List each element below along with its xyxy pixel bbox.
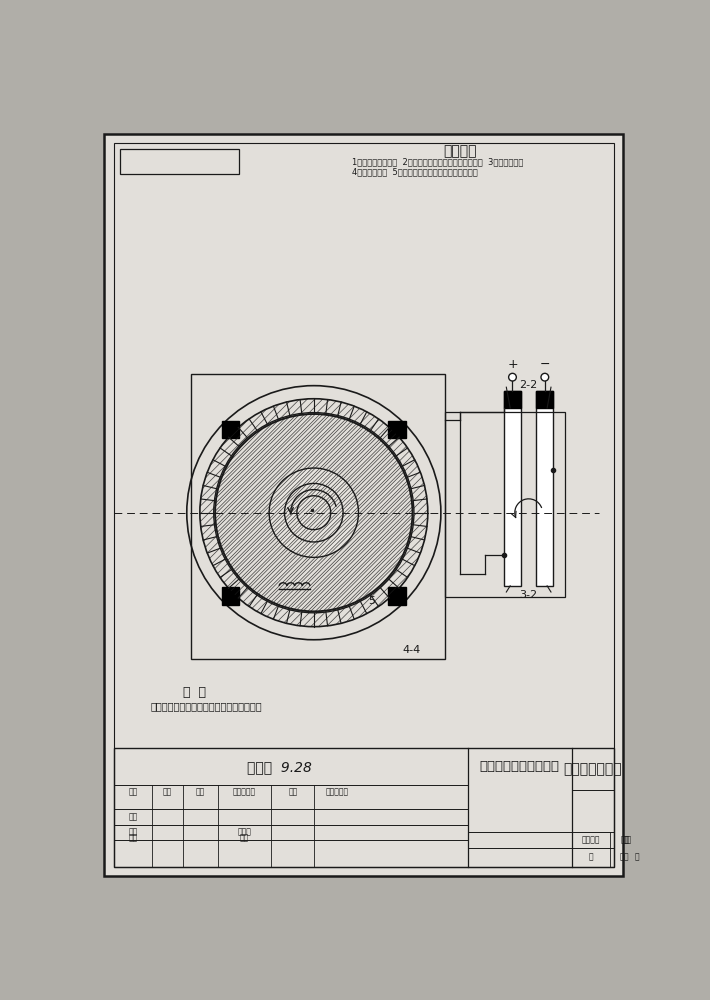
Bar — [536, 391, 553, 408]
Text: 页: 页 — [589, 853, 594, 862]
Text: 设计: 设计 — [129, 828, 138, 837]
Text: 大学高能实验室: 大学高能实验室 — [564, 762, 622, 776]
Bar — [120, 149, 239, 174]
Polygon shape — [222, 421, 239, 438]
Bar — [190, 374, 444, 659]
Text: 监督: 监督 — [240, 834, 249, 843]
Bar — [504, 391, 521, 586]
Text: 标准化: 标准化 — [238, 828, 251, 837]
Bar — [114, 748, 614, 867]
Text: 4-4: 4-4 — [403, 645, 420, 655]
Text: 说  明: 说 明 — [183, 686, 206, 699]
Text: 签名: 签名 — [288, 788, 297, 797]
Circle shape — [508, 373, 516, 381]
Text: 此产品可与发电机配套也可与电动机等配套: 此产品可与发电机配套也可与电动机等配套 — [151, 701, 262, 711]
Circle shape — [215, 414, 413, 611]
Polygon shape — [388, 421, 406, 438]
Text: 数量: 数量 — [163, 788, 172, 797]
Bar — [504, 391, 521, 408]
Text: 质量标记: 质量标记 — [581, 835, 600, 844]
FancyBboxPatch shape — [104, 134, 623, 876]
Text: 工艺: 工艺 — [129, 834, 138, 843]
Text: 年、月、日: 年、月、日 — [325, 788, 349, 797]
Circle shape — [200, 399, 428, 627]
Polygon shape — [388, 587, 406, 605]
Text: 分区: 分区 — [195, 788, 204, 797]
Text: −: − — [540, 358, 550, 371]
Text: +: + — [507, 358, 518, 371]
Circle shape — [215, 414, 413, 611]
Text: 比例: 比例 — [623, 835, 632, 844]
Text: 3-2: 3-2 — [520, 590, 537, 600]
Bar — [444, 412, 565, 597]
Text: 零件名称: 零件名称 — [443, 145, 477, 159]
Text: 1、锁电机的转子轴  2、静止的电刷连接处可部直流电源  3、旋转的滑环: 1、锁电机的转子轴 2、静止的电刷连接处可部直流电源 3、旋转的滑环 — [352, 157, 524, 166]
Text: 重量: 重量 — [621, 835, 630, 844]
Text: 5: 5 — [368, 596, 375, 606]
Text: 机械旋转式通用配发器: 机械旋转式通用配发器 — [480, 760, 559, 773]
Text: 4、旋转的电刷  5、静止的换向器片连接直流励磁绕组: 4、旋转的电刷 5、静止的换向器片连接直流励磁绕组 — [352, 168, 478, 177]
Text: 李振庆  9.28: 李振庆 9.28 — [247, 761, 312, 775]
Circle shape — [285, 483, 343, 542]
Text: 更换文件号: 更换文件号 — [233, 788, 256, 797]
Text: 总: 总 — [623, 853, 628, 862]
Polygon shape — [222, 587, 239, 605]
Text: 审核: 审核 — [129, 812, 138, 821]
Text: 批议: 批议 — [129, 788, 138, 797]
Bar — [536, 391, 553, 586]
Circle shape — [297, 496, 331, 530]
Circle shape — [269, 468, 359, 557]
Circle shape — [541, 373, 549, 381]
Text: 2-2: 2-2 — [520, 379, 537, 389]
Text: 页: 页 — [635, 853, 639, 862]
Text: 第: 第 — [619, 853, 624, 862]
